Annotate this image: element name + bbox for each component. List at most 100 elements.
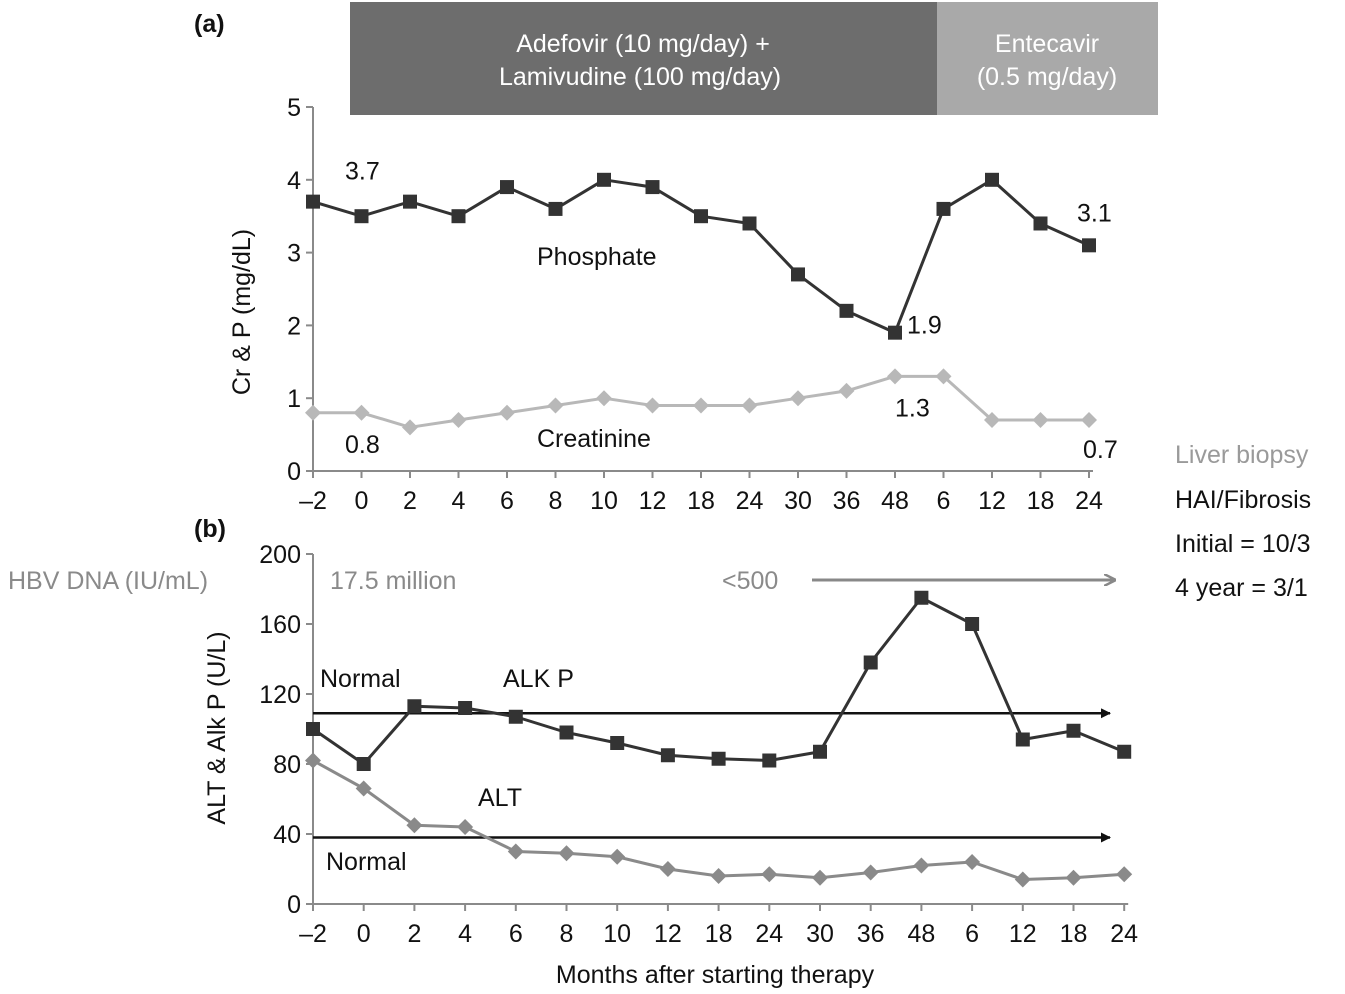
a-point-phosphate	[985, 172, 999, 187]
a-point-phosphate	[597, 172, 611, 187]
a-y-tick-label: 3	[287, 240, 301, 268]
a-point-phosphate	[548, 201, 563, 216]
b-x-tick-label: 6	[965, 920, 979, 948]
b-x-tick-label: 12	[654, 920, 682, 948]
b-point-alt	[609, 848, 626, 865]
b-point-alk-p	[1117, 744, 1132, 759]
a-point-creatinine	[838, 382, 855, 399]
a-point-phosphate	[451, 209, 466, 224]
hbv-later-value: <500	[722, 567, 778, 595]
a-point-creatinine	[887, 368, 903, 385]
b-y-tick-label: 40	[273, 821, 301, 849]
b-point-alk-p	[863, 655, 878, 670]
a-point-creatinine	[644, 397, 661, 414]
a-y-tick-label: 4	[287, 167, 301, 195]
b-y-tick-label: 160	[259, 611, 301, 639]
b-point-alk-p	[559, 725, 574, 740]
alt-series-label: ALT	[478, 784, 522, 812]
a-y-tick-label: 0	[287, 458, 301, 486]
b-point-alk-p	[508, 709, 523, 724]
b-point-alt	[305, 752, 321, 769]
a-point-phosphate	[1033, 216, 1048, 231]
b-point-alk-p	[965, 617, 980, 631]
b-point-alk-p	[356, 757, 371, 771]
b-x-tick-label: 4	[458, 920, 472, 948]
a-point-phosphate	[888, 325, 902, 340]
a-x-tick-label: 6	[937, 487, 951, 515]
b-x-tick-label: 6	[509, 920, 523, 948]
a-x-tick-label: 48	[881, 487, 909, 515]
a-x-tick-label: 18	[1027, 487, 1055, 515]
a-point-creatinine	[596, 390, 612, 407]
a-point-phosphate	[354, 209, 369, 224]
b-y-tick-label: 0	[287, 891, 301, 919]
b-point-alk-p	[914, 590, 929, 605]
a-point-creatinine	[547, 397, 564, 414]
b-y-tick-label: 120	[259, 681, 301, 709]
b-x-tick-label: 10	[603, 920, 631, 948]
b-point-alt	[710, 868, 727, 884]
a-x-tick-label: 12	[639, 487, 667, 515]
b-point-alt	[1065, 869, 1082, 886]
a-x-tick-label: 24	[1075, 487, 1103, 515]
b-x-tick-label: 36	[857, 920, 885, 948]
phosphate-series-label: Phosphate	[537, 243, 657, 271]
a-point-creatinine	[353, 404, 370, 421]
a-point-phosphate	[645, 180, 660, 195]
a-x-tick-label: –2	[299, 487, 327, 515]
a-point-phosphate	[403, 194, 417, 209]
liver-biopsy-line1: HAI/Fibrosis	[1175, 486, 1311, 514]
entecavir-label-line2: (0.5 mg/day)	[977, 63, 1117, 91]
a-x-tick-label: 2	[403, 487, 417, 515]
x-axis-title: Months after starting therapy	[556, 961, 875, 989]
entecavir-band	[937, 2, 1158, 115]
b-point-alt	[812, 869, 828, 886]
a-data-label: 1.9	[907, 312, 942, 340]
b-point-alt	[862, 864, 879, 881]
a-y-tick-label: 1	[287, 385, 301, 413]
a-point-phosphate	[791, 267, 805, 282]
normal-upper-label: Normal	[320, 665, 401, 693]
a-point-creatinine	[935, 368, 952, 385]
a-point-phosphate	[500, 180, 514, 195]
a-series-line-phosphate	[312, 178, 1090, 335]
alkp-series-label: ALK P	[503, 665, 574, 693]
b-x-tick-label: 8	[560, 920, 574, 948]
b-point-alt	[355, 780, 372, 797]
b-point-alt	[964, 854, 981, 870]
b-y-tick-label: 80	[273, 751, 301, 779]
b-x-tick-label: 12	[1009, 920, 1037, 948]
b-series-line-alt	[312, 759, 1125, 881]
a-point-creatinine	[741, 397, 758, 414]
b-x-tick-label: 18	[705, 920, 733, 948]
a-x-tick-label: 36	[833, 487, 861, 515]
normal-lower-label: Normal	[326, 848, 407, 876]
a-x-tick-label: 18	[687, 487, 715, 515]
hbv-dna-label: HBV DNA (IU/mL)	[8, 567, 208, 595]
panel-a-label: (a)	[194, 10, 225, 38]
a-data-label: 0.8	[345, 431, 380, 459]
a-data-label: 1.3	[895, 394, 930, 422]
b-point-alk-p	[306, 722, 320, 736]
a-x-tick-label: 12	[978, 487, 1006, 515]
a-point-phosphate	[742, 216, 757, 231]
b-point-alt	[457, 819, 474, 835]
liver-biopsy-line2: Initial = 10/3	[1175, 530, 1311, 558]
b-x-tick-label: 2	[407, 920, 421, 948]
a-point-phosphate	[936, 201, 951, 216]
b-x-tick-label: 48	[907, 920, 935, 948]
a-point-phosphate	[839, 303, 854, 318]
b-point-alt	[406, 817, 423, 834]
b-point-alk-p	[660, 748, 675, 763]
a-x-tick-label: 0	[355, 487, 369, 515]
creatinine-series-label: Creatinine	[537, 425, 651, 453]
b-y-tick-label: 200	[259, 541, 301, 569]
a-point-creatinine	[693, 397, 709, 414]
b-point-alk-p	[610, 736, 625, 750]
b-x-tick-label: –2	[299, 920, 327, 948]
b-x-tick-label: 24	[1110, 920, 1138, 948]
a-point-phosphate	[1082, 238, 1096, 253]
a-point-creatinine	[402, 419, 418, 436]
